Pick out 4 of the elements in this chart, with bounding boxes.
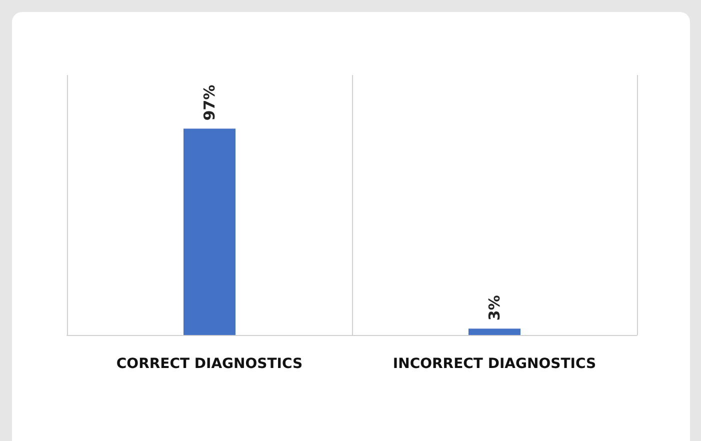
x-tick-label: CORRECT DIAGNOSTICS	[116, 356, 303, 372]
data-label: 97%	[200, 84, 218, 121]
data-label: 3%	[486, 295, 504, 321]
x-tick-label: INCORRECT DIAGNOSTICS	[392, 356, 596, 372]
